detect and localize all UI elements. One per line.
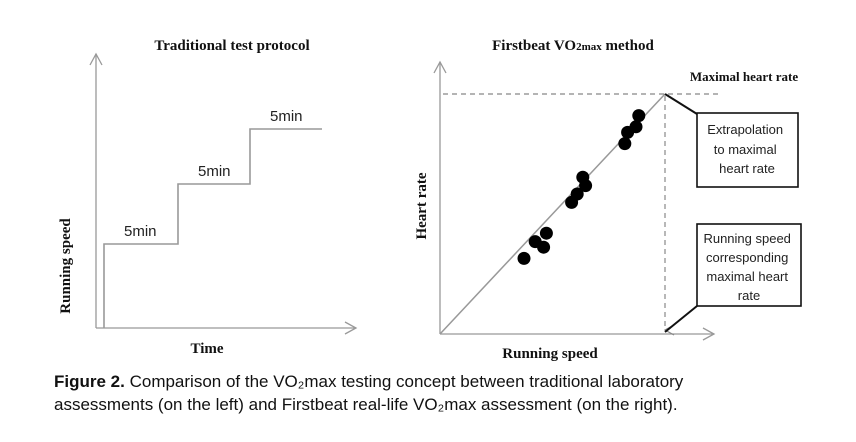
left-chart-title: Traditional test protocol <box>154 38 309 54</box>
extrapolation-text: Extrapolation to maximal heart rate <box>707 122 787 176</box>
caption-line-1: Comparison of the VO₂max testing concept… <box>124 372 684 391</box>
left-x-axis-label: Time <box>190 341 223 357</box>
step-2-label: 5min <box>198 163 231 180</box>
data-point-11 <box>629 120 643 134</box>
data-point-9 <box>618 137 632 151</box>
speed-at-max-box <box>696 223 802 307</box>
right-y-axis-label: Heart rate <box>414 172 430 239</box>
right-x-axis-label: Running speed <box>502 346 598 362</box>
step-1-label: 5min <box>124 223 157 240</box>
scatter-points <box>517 109 646 265</box>
right-chart-title: Firstbeat VO2max method <box>492 38 654 54</box>
step-3-label: 5min <box>270 108 303 125</box>
extrapolation-box <box>696 112 799 188</box>
figure-caption: Figure 2. Comparison of the VO₂max testi… <box>54 370 834 416</box>
data-point-3 <box>537 240 551 254</box>
max-hr-label: Maximal heart rate <box>690 69 799 84</box>
step-protocol-line <box>103 128 322 328</box>
data-point-8 <box>576 170 590 184</box>
right-chart: Firstbeat VO2max method Maximal heart ra… <box>414 38 802 362</box>
speed-at-max-text: Running speed corresponding maximal hear… <box>703 231 794 303</box>
caption-label: Figure 2. <box>54 372 125 391</box>
caption-line-2: assessments (on the left) and Firstbeat … <box>54 395 678 414</box>
data-point-12 <box>632 109 646 123</box>
extrapolation-callout-line <box>664 93 698 115</box>
data-point-4 <box>539 226 553 240</box>
left-y-axis-label: Running speed <box>58 218 74 314</box>
data-point-1 <box>517 251 531 265</box>
left-chart: Traditional test protocol 5min 5min 5min… <box>58 38 358 357</box>
data-point-6 <box>570 187 584 201</box>
speed-callout-line <box>664 305 698 333</box>
